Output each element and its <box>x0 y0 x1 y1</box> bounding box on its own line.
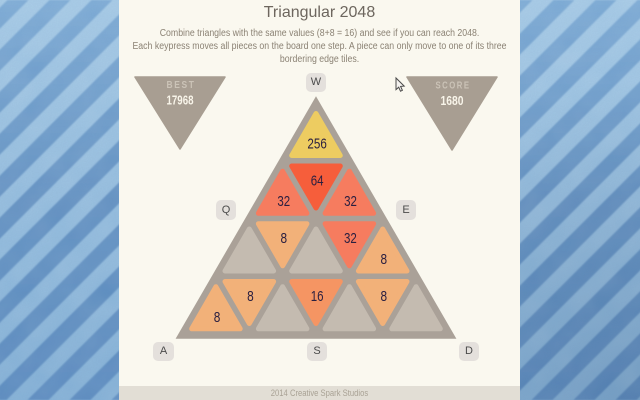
svg-text:BEST: BEST <box>167 79 196 91</box>
svg-text:SCORE: SCORE <box>436 80 471 92</box>
svg-text:256: 256 <box>307 136 326 153</box>
svg-text:16: 16 <box>311 288 324 305</box>
svg-text:8: 8 <box>281 230 288 247</box>
svg-text:8: 8 <box>381 288 388 305</box>
svg-text:8: 8 <box>214 309 221 326</box>
svg-text:32: 32 <box>344 230 357 247</box>
svg-text:1680: 1680 <box>441 93 464 108</box>
svg-text:17968: 17968 <box>167 93 194 108</box>
svg-text:8: 8 <box>381 251 388 268</box>
svg-text:8: 8 <box>247 288 254 305</box>
svg-text:32: 32 <box>344 193 357 210</box>
svg-text:64: 64 <box>311 173 324 190</box>
svg-text:32: 32 <box>277 193 290 210</box>
